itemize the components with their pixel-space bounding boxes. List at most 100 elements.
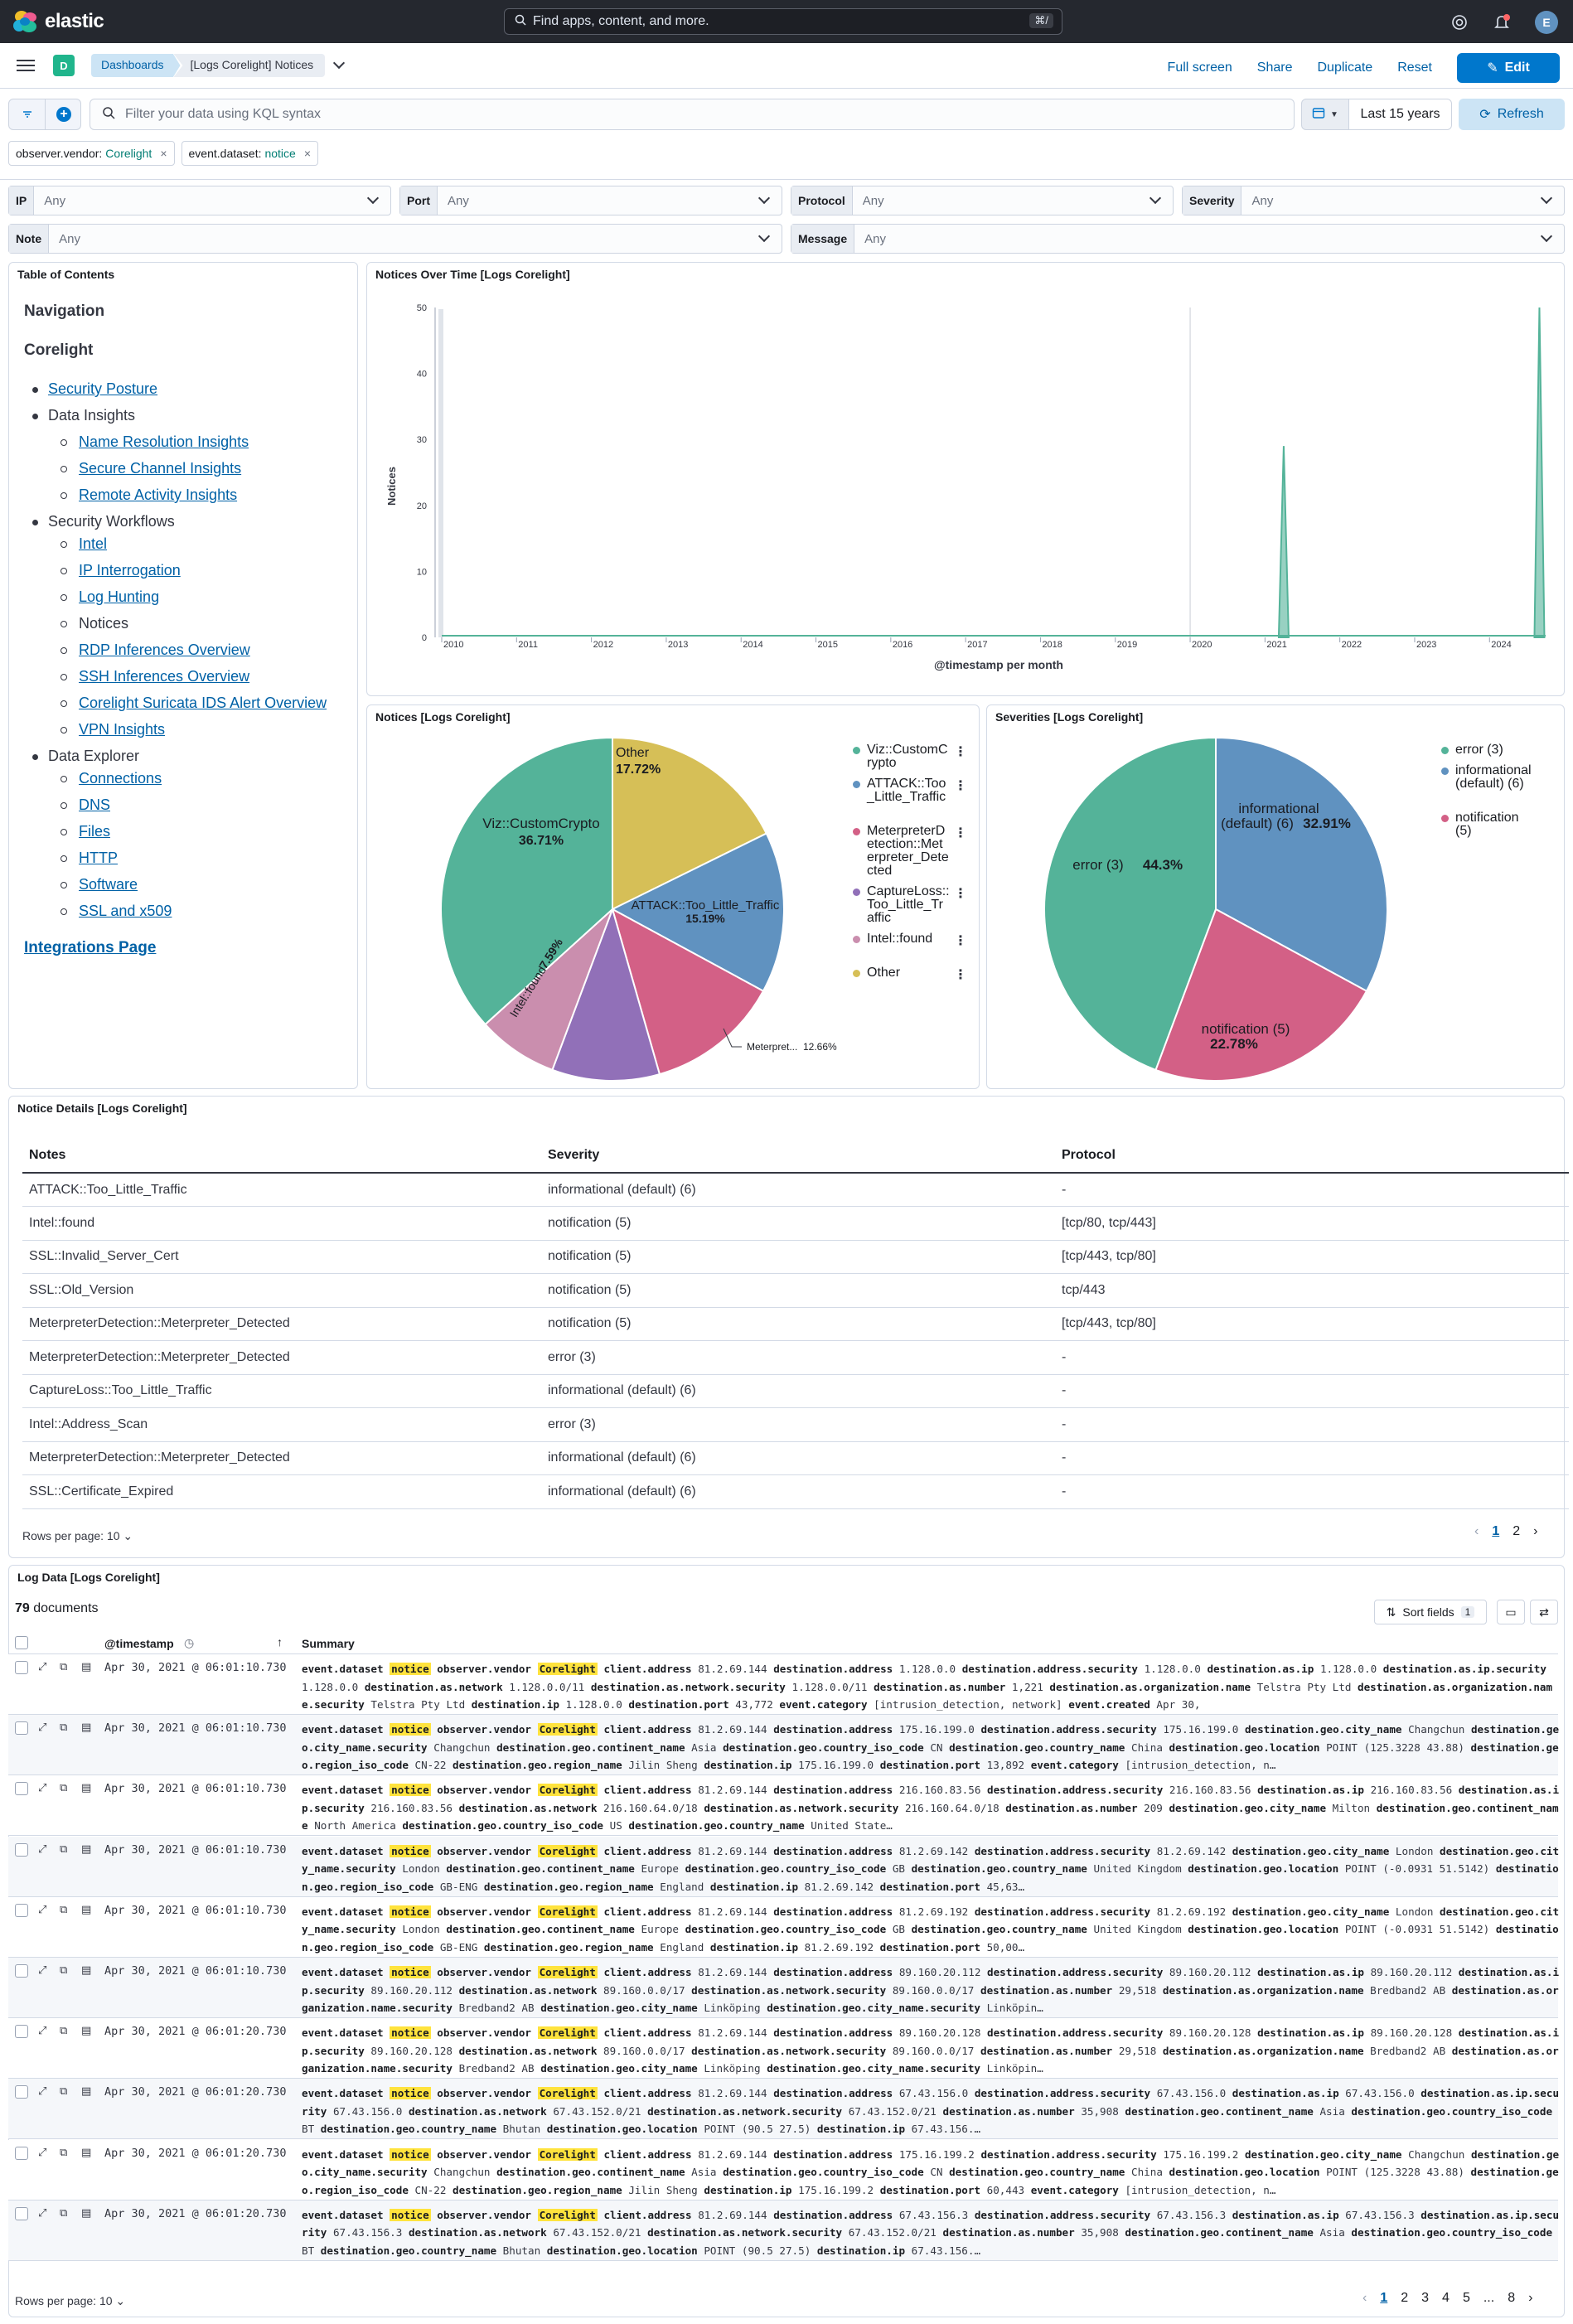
rows-per-page-select[interactable]: Rows per page: 10 ⌄	[22, 1529, 133, 1543]
copy-icon[interactable]: ⧉	[60, 1842, 68, 1855]
display-options-icon[interactable]: ▭	[1497, 1600, 1525, 1624]
reset-link[interactable]: Reset	[1397, 61, 1432, 75]
copy-icon[interactable]: ⧉	[60, 1660, 68, 1673]
row-checkbox[interactable]	[15, 2206, 28, 2220]
control-port[interactable]: Port Any	[399, 186, 782, 215]
control-ip[interactable]: IP Any	[8, 186, 391, 215]
row-checkbox[interactable]	[15, 1903, 28, 1917]
toc-link-item[interactable]: Name Resolution Insights	[79, 433, 249, 450]
legend-menu-icon[interactable]: ⋮	[954, 826, 967, 840]
legend-item[interactable]: Intel::found ⋮	[853, 932, 967, 948]
log-row[interactable]: ⤢ ⧉ ▤ Apr 30, 2021 @ 06:01:10.730 event.data…	[8, 1775, 1559, 1837]
toc-link-integrations[interactable]: Integrations Page	[24, 939, 157, 956]
close-icon[interactable]: ×	[303, 147, 312, 160]
row-checkbox[interactable]	[15, 2085, 28, 2099]
edit-button[interactable]: ✎ Edit	[1457, 53, 1560, 83]
select-all-checkbox[interactable]	[15, 1636, 28, 1649]
toc-link-item[interactable]: Secure Channel Insights	[79, 460, 242, 477]
row-checkbox[interactable]	[15, 2025, 28, 2039]
document-icon[interactable]: ▤	[81, 1721, 92, 1734]
document-icon[interactable]: ▤	[81, 2024, 92, 2037]
toc-link-item[interactable]: HTTP	[79, 850, 118, 866]
control-message[interactable]: Message Any	[791, 224, 1565, 254]
legend-item[interactable]: notification (5)	[1441, 811, 1549, 838]
log-row[interactable]: ⤢ ⧉ ▤ Apr 30, 2021 @ 06:01:10.730 event.data…	[8, 1958, 1559, 2018]
page-1[interactable]: 1	[1380, 2291, 1388, 2305]
document-icon[interactable]: ▤	[81, 1781, 92, 1794]
full-screen-link[interactable]: Full screen	[1167, 61, 1232, 75]
row-checkbox[interactable]	[15, 1782, 28, 1796]
notifications-icon[interactable]	[1492, 12, 1513, 33]
chevron-left-icon[interactable]: ‹	[1362, 2291, 1367, 2305]
legend-item[interactable]: ATTACK::Too_Little_Traffic ⋮	[853, 777, 967, 804]
filter-icon[interactable]	[9, 99, 46, 129]
legend-menu-icon[interactable]: ⋮	[954, 887, 967, 901]
expand-icon[interactable]: ⤢	[38, 1781, 47, 1794]
page-4[interactable]: 4	[1442, 2291, 1450, 2305]
column-header-summary[interactable]: Summary	[302, 1637, 355, 1650]
sort-fields-button[interactable]: ⇅ Sort fields 1	[1374, 1600, 1487, 1624]
breadcrumb-dashboards[interactable]: Dashboards	[91, 54, 181, 77]
column-header-severity[interactable]: Severity	[541, 1138, 1055, 1174]
log-row[interactable]: ⤢ ⧉ ▤ Apr 30, 2021 @ 06:01:10.730 event.data…	[8, 1836, 1559, 1897]
page-2[interactable]: 2	[1401, 2291, 1409, 2305]
page-3[interactable]: 3	[1421, 2291, 1430, 2305]
chevron-down-icon[interactable]	[333, 56, 346, 70]
toc-link-item[interactable]: Intel	[79, 535, 108, 552]
column-header-protocol[interactable]: Protocol	[1055, 1138, 1569, 1174]
toc-link-item[interactable]: IP Interrogation	[79, 562, 181, 579]
legend-item[interactable]: error (3)	[1441, 743, 1549, 757]
toc-link-item[interactable]: RDP Inferences Overview	[79, 642, 250, 658]
date-picker-button[interactable]: ▼	[1301, 99, 1349, 130]
page-2[interactable]: 2	[1512, 1524, 1521, 1538]
filter-pill-vendor[interactable]: observer.vendor: Corelight ×	[8, 141, 175, 166]
toc-link-item[interactable]: DNS	[79, 796, 111, 813]
log-row[interactable]: ⤢ ⧉ ▤ Apr 30, 2021 @ 06:01:10.730 event.data…	[8, 1654, 1558, 1715]
page-8[interactable]: 8	[1508, 2291, 1516, 2305]
kql-search-input[interactable]: Filter your data using KQL syntax	[90, 99, 1295, 130]
menu-icon[interactable]	[17, 60, 35, 71]
elastic-logo[interactable]: elastic	[13, 9, 104, 34]
chevron-right-icon[interactable]: ›	[1528, 2291, 1533, 2305]
toc-link-item[interactable]: Connections	[79, 770, 162, 787]
expand-icon[interactable]: ⤢	[38, 2024, 47, 2037]
severities-pie-chart[interactable]: error (3) 44.3% informational(default) (6)…	[987, 705, 1435, 1090]
legend-item[interactable]: CaptureLoss::Too_Little_Traffic ⋮	[853, 885, 967, 925]
time-range-display[interactable]: Last 15 years	[1349, 99, 1452, 130]
copy-icon[interactable]: ⧉	[60, 2145, 68, 2158]
copy-icon[interactable]: ⧉	[60, 1902, 68, 1915]
log-row[interactable]: ⤢ ⧉ ▤ Apr 30, 2021 @ 06:01:20.730 event.data…	[8, 2018, 1559, 2079]
control-protocol[interactable]: Protocol Any	[791, 186, 1174, 215]
toc-link-item[interactable]: Corelight Suricata IDS Alert Overview	[79, 695, 327, 711]
legend-menu-icon[interactable]: ⋮	[954, 968, 967, 982]
global-search-input[interactable]: Find apps, content, and more. ⌘/	[504, 8, 1062, 35]
space-badge[interactable]: D	[53, 55, 75, 76]
toc-link-item[interactable]: Software	[79, 876, 138, 893]
document-icon[interactable]: ▤	[81, 1842, 92, 1855]
area-chart[interactable]: 0 10 20 30 40 50 2010 2011 2012 2013 2014 2015 2016 2…	[367, 263, 1566, 697]
toc-link-item[interactable]: SSL and x509	[79, 903, 172, 919]
copy-icon[interactable]: ⧉	[60, 2024, 68, 2037]
legend-item[interactable]: Viz::CustomCrypto ⋮	[853, 743, 967, 770]
document-icon[interactable]: ▤	[81, 1660, 92, 1673]
expand-icon[interactable]: ⤢	[38, 2084, 47, 2098]
toc-link-item[interactable]: Files	[79, 823, 111, 840]
row-checkbox[interactable]	[15, 1842, 28, 1857]
filter-pill-dataset[interactable]: event.dataset: notice ×	[181, 141, 319, 166]
copy-icon[interactable]: ⧉	[60, 2084, 68, 2098]
log-row[interactable]: ⤢ ⧉ ▤ Apr 30, 2021 @ 06:01:20.730 event.data…	[8, 2200, 1559, 2261]
document-icon[interactable]: ▤	[81, 2145, 92, 2158]
row-checkbox[interactable]	[15, 1721, 28, 1736]
legend-item[interactable]: informational (default) (6)	[1441, 764, 1549, 791]
toc-link-item[interactable]: Log Hunting	[79, 588, 160, 605]
fullscreen-grid-icon[interactable]: ⇄	[1530, 1600, 1558, 1624]
row-checkbox[interactable]	[15, 1661, 28, 1674]
legend-menu-icon[interactable]: ⋮	[954, 779, 967, 793]
copy-icon[interactable]: ⧉	[60, 1721, 68, 1734]
legend-item[interactable]: Other ⋮	[853, 966, 967, 982]
chevron-right-icon[interactable]: ›	[1533, 1524, 1538, 1538]
document-icon[interactable]: ▤	[81, 1902, 92, 1915]
expand-icon[interactable]: ⤢	[38, 1842, 47, 1855]
document-icon[interactable]: ▤	[81, 1963, 92, 1976]
